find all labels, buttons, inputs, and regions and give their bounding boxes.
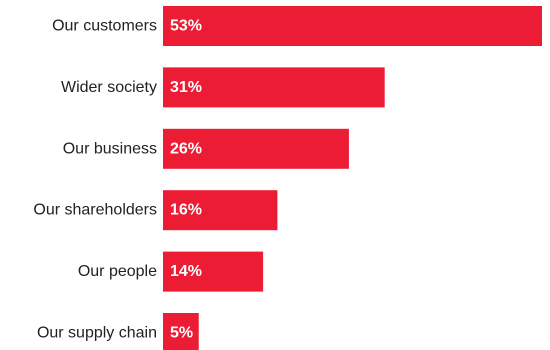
value-label: 31% [170,79,202,96]
category-label: Our business [63,140,157,157]
category-label: Our people [78,263,157,280]
value-label: 16% [170,202,202,219]
value-label: 14% [170,263,202,280]
value-label: 5% [170,325,193,342]
bar-group: Our customers 53% [52,6,542,46]
bar-group: Our people 14% [78,251,264,292]
bar [163,251,264,292]
value-label: 53% [170,18,202,35]
category-label: Our supply chain [37,325,157,342]
value-label: 26% [170,140,202,157]
bar-group: Our business 26% [63,128,349,169]
bar-group: Wider society 31% [61,67,385,108]
bar [163,190,278,231]
bar-group: Our supply chain 5% [37,313,199,350]
bar [163,313,199,350]
bar [163,67,385,108]
bar [163,128,349,169]
category-label: Our customers [52,18,157,35]
bar-group: Our shareholders 16% [33,190,278,231]
bar [163,6,542,46]
category-label: Wider society [61,79,157,96]
category-label: Our shareholders [33,202,157,219]
